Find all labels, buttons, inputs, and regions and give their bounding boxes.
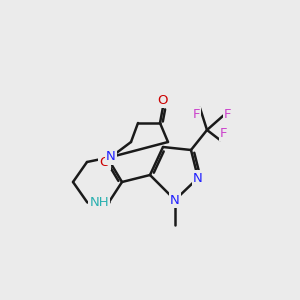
Text: O: O [100, 155, 110, 169]
Text: F: F [193, 108, 200, 121]
Text: N: N [170, 194, 180, 206]
Text: N: N [106, 151, 116, 164]
Text: F: F [224, 109, 232, 122]
Text: F: F [220, 127, 227, 140]
Text: NH: NH [89, 196, 109, 208]
Text: N: N [193, 172, 203, 184]
Text: O: O [158, 94, 168, 107]
